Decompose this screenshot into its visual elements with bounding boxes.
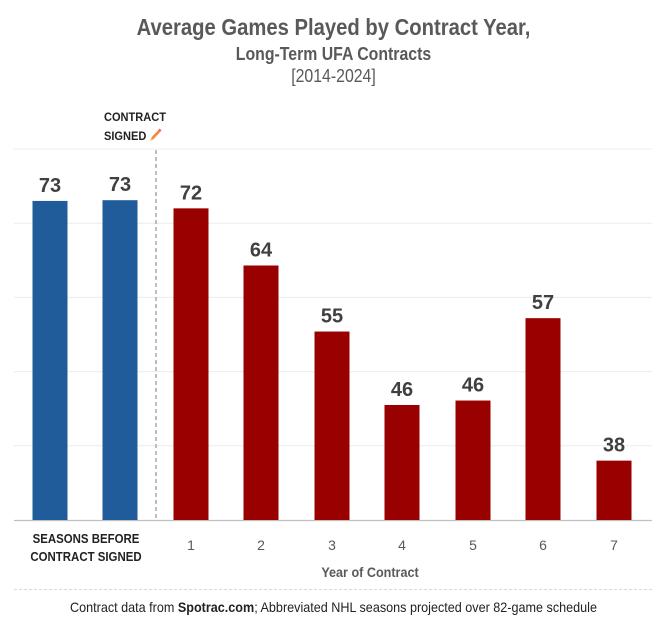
data-label: 64: [250, 239, 273, 261]
bar: [32, 200, 68, 520]
footer-divider: [14, 589, 652, 590]
pencil-icon: [150, 128, 162, 141]
data-label: 72: [180, 182, 202, 204]
annotation-line2: SIGNED: [104, 129, 147, 143]
data-label: 55: [321, 306, 343, 328]
footer-note: Contract data from Spotrac.com; Abbrevia…: [33, 599, 633, 615]
chart-title: Average Games Played by Contract Year,: [136, 14, 531, 40]
data-label: 57: [532, 292, 554, 314]
chart-date-range: [2014-2024]: [291, 66, 376, 86]
bar: [173, 208, 209, 521]
seasons-before-line1: SEASONS BEFORE: [32, 531, 140, 546]
annotation-line1: CONTRACT: [104, 110, 166, 124]
x-tick-label: 1: [187, 537, 195, 553]
seasons-before-label: SEASONS BEFORE CONTRACT SIGNED: [26, 530, 146, 566]
footer-suffix: ; Abbreviated NHL seasons projected over…: [254, 599, 597, 615]
bar: [102, 200, 138, 520]
x-tick-label: 4: [398, 537, 406, 553]
bar: [525, 318, 561, 520]
x-tick-label: 5: [469, 537, 477, 553]
x-axis-title: Year of Contract: [321, 564, 419, 580]
data-label: 38: [603, 435, 625, 457]
data-label: 73: [39, 175, 61, 197]
bar: [596, 460, 632, 520]
x-tick-label: 7: [610, 537, 618, 553]
bar: [384, 404, 420, 520]
x-tick-label: 3: [328, 537, 336, 553]
footer-prefix: Contract data from: [70, 599, 178, 615]
contract-signed-annotation: CONTRACT SIGNED: [104, 108, 166, 146]
data-label: 46: [462, 375, 484, 397]
x-tick-label: 2: [257, 537, 265, 553]
data-label: 73: [109, 174, 131, 196]
bar: [455, 400, 491, 520]
x-tick-label: 6: [539, 537, 547, 553]
footer-source: Spotrac.com: [177, 599, 255, 615]
bar: [243, 265, 279, 520]
bar: [314, 331, 350, 520]
chart-subtitle: Long-Term UFA Contracts: [235, 44, 432, 64]
data-label: 46: [391, 379, 413, 401]
seasons-before-line2: CONTRACT SIGNED: [30, 549, 142, 564]
